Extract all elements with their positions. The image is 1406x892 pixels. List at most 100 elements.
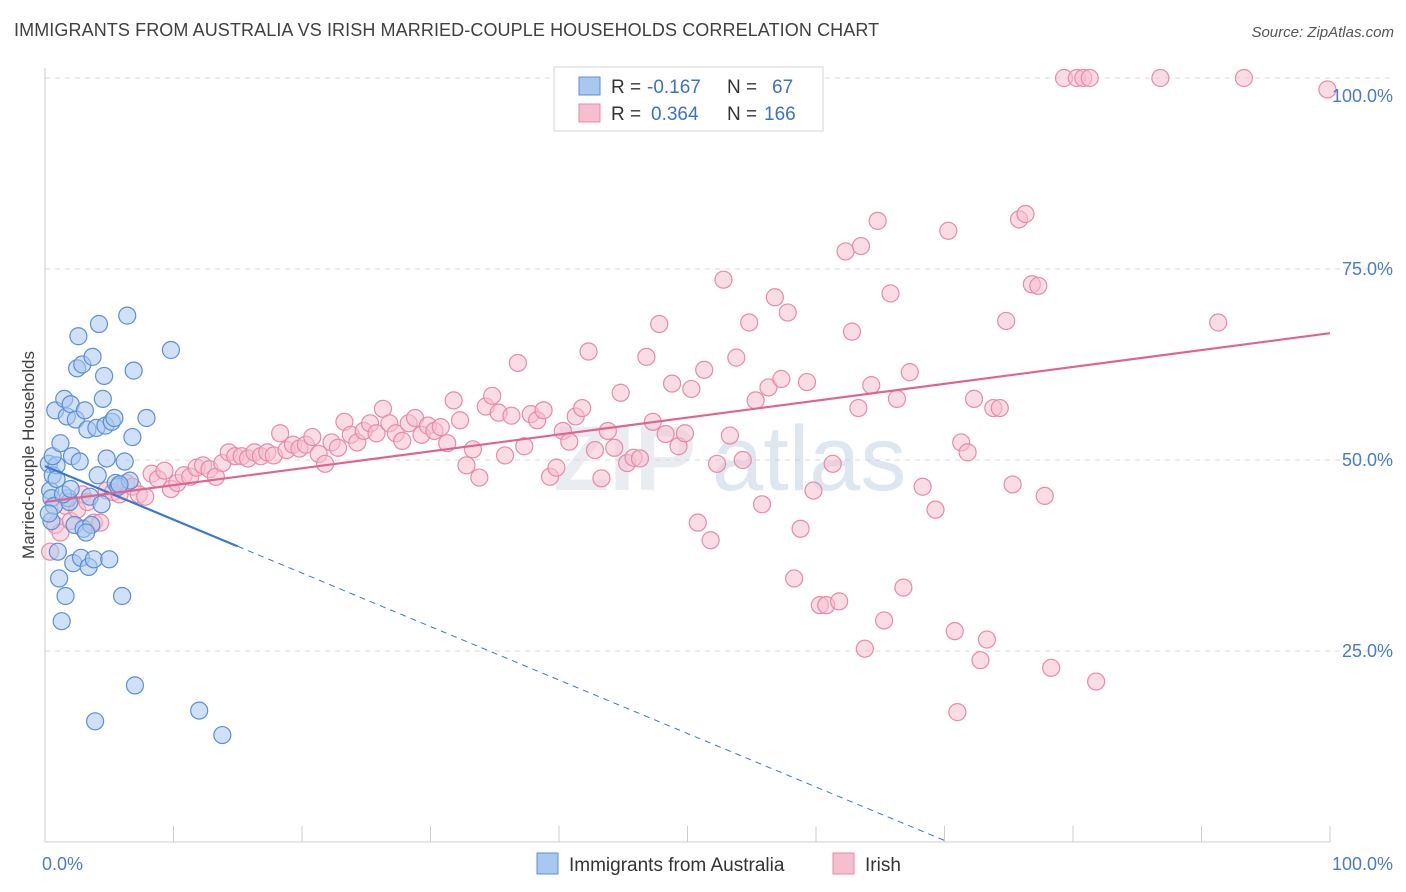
legend-r-value-2: 0.364 [651,104,699,125]
irish-point-103 [695,360,714,379]
irish-points [41,68,1337,722]
irish-point-124 [830,592,849,611]
legend-n-label-1: N = [727,77,757,98]
irish-point-42 [303,427,322,447]
y-tick-label-1: 50.0% [1342,450,1393,470]
irish-point-130 [868,211,887,230]
australia-point-8 [48,542,67,561]
australia-point-49 [118,306,137,325]
irish-point-112 [752,495,772,514]
irish-point-84 [573,398,592,418]
y-axis-label: Married-couple Households [19,351,38,559]
irish-point-101 [682,379,701,399]
irish-point-128 [855,639,874,658]
australia-point-54 [137,408,156,428]
irish-point-105 [707,454,727,473]
australia-point-47 [112,586,132,606]
irish-point-162 [1234,68,1254,88]
australia-point-56 [190,701,209,720]
irish-point-131 [875,611,894,630]
australia-point-52 [124,361,143,380]
irish-point-52 [367,424,386,443]
irish-point-126 [842,322,862,341]
australia-trend-extension [237,545,945,841]
irish-point-109 [733,450,752,470]
irish-point-165 [948,703,967,722]
australia-point-44 [105,408,124,428]
irish-point-62 [431,418,450,437]
y-tick-label-0: 25.0% [1342,641,1393,661]
irish-point-94 [637,347,656,366]
irish-point-153 [1035,486,1054,506]
irish-point-75 [515,437,534,456]
irish-point-152 [1029,276,1048,295]
source-label: Source: ZipAtlas.com [1251,24,1394,41]
legend-n-label-2: N = [727,104,757,125]
australia-point-60 [51,434,70,453]
irish-point-98 [662,374,682,393]
australia-point-32 [83,347,102,366]
series-legend-label-irish: Irish [865,855,901,876]
irish-point-66 [457,456,476,475]
irish-point-164 [851,236,871,256]
irish-point-63 [438,434,457,453]
irish-point-110 [740,313,759,332]
series-legend-swatch-irish [832,852,855,875]
australia-trend-line [44,465,239,548]
irish-point-19 [155,461,174,480]
australia-point-41 [97,449,116,468]
irish-point-160 [1151,68,1170,88]
irish-point-115 [772,369,791,389]
irish-point-46 [328,438,348,457]
irish-point-37 [271,424,290,443]
legend-r-label-2: R = [611,104,641,125]
australia-point-48 [115,452,134,471]
irish-point-97 [656,424,675,444]
australia-point-33 [84,550,103,569]
australia-point-12 [56,586,75,606]
legend-swatch-irish [578,103,601,123]
irish-point-56 [393,431,412,450]
x-tick-label-0: 0.0% [42,854,83,874]
irish-point-138 [939,221,958,240]
irish-point-118 [791,519,810,538]
australia-point-51 [123,427,142,447]
irish-point-119 [797,372,817,392]
series-legend: Immigrants from Australia Irish [536,852,901,876]
x-tick-label-1: 100.0% [1332,854,1393,874]
irish-point-127 [849,398,868,418]
irish-point-113 [759,378,778,397]
irish-point-148 [1003,475,1022,494]
irish-point-78 [534,401,553,420]
series-legend-label-australia: Immigrants from Australia [569,855,785,876]
irish-point-135 [900,363,919,382]
irish-point-143 [971,651,990,670]
irish-point-68 [470,468,489,487]
irish-point-65 [450,411,470,430]
irish-point-96 [650,314,669,334]
irish-point-147 [997,311,1016,331]
series-legend-swatch-australia [536,852,559,875]
y-tick-label-3: 100.0% [1332,86,1393,106]
irish-trend-line [44,332,1331,504]
irish-point-146 [990,398,1009,418]
irish-point-87 [592,469,611,488]
irish-point-154 [1042,658,1061,677]
irish-point-123 [823,454,842,473]
australia-point-63 [77,523,96,542]
irish-point-117 [785,569,804,588]
irish-point-139 [945,622,964,641]
australia-point-10 [52,612,71,631]
irish-point-86 [585,440,605,460]
australia-point-27 [75,401,94,420]
irish-point-129 [862,376,881,395]
australia-point-53 [125,676,145,695]
irish-point-161 [1209,313,1228,332]
irish-point-85 [579,342,598,361]
australia-point-42 [100,550,119,569]
irish-point-133 [887,389,907,408]
grid [45,77,1390,652]
australia-point-58 [39,504,58,523]
irish-point-132 [881,284,900,303]
irish-point-90 [611,383,630,402]
